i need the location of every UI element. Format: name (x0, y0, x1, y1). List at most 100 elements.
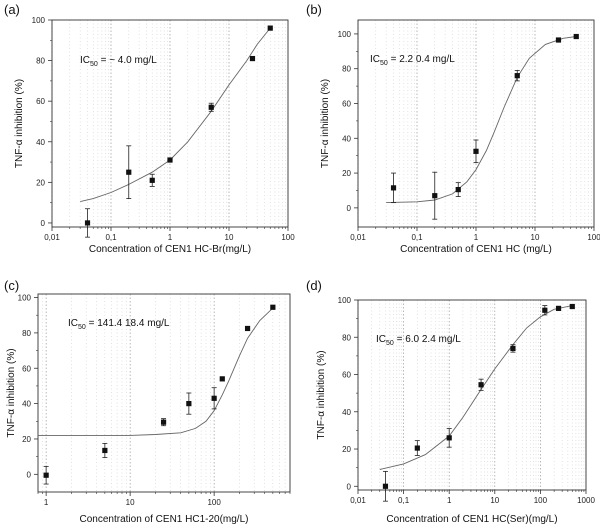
x-axis-label: Concentration of CEN1 HC-Br(mg/L) (89, 244, 251, 255)
ic50-annotation: IC50 = ~ 4.0 mg/L (80, 55, 157, 68)
ic50-subscript: 50 (380, 60, 388, 67)
x-tick-label: 0,1 (105, 233, 117, 242)
data-point (84, 220, 91, 226)
x-tick-label: 1 (44, 498, 49, 507)
y-tick-label: 40 (22, 400, 31, 409)
data-point (149, 177, 155, 183)
minor-grid (357, 300, 585, 490)
y-tick-label: 80 (342, 333, 351, 342)
ic50-annotation: IC50 = 141.4 18.4 mg/L (68, 318, 170, 331)
chart-panel-1: 0,01 0,1 1 10 100 0 20 40 60 80 100 IC50 = ~ 4.0 mg… (4, 2, 295, 255)
x-tick-label: 100 (207, 498, 221, 507)
ic50-value: = 141.4 18.4 mg/L (86, 318, 170, 329)
data-point (390, 185, 397, 191)
data-point (270, 304, 276, 310)
data-point (382, 483, 389, 489)
y-axis-label: TNF-α inhibition (%) (6, 348, 17, 437)
data-point (267, 25, 273, 31)
x-tick-label: 10 (225, 233, 234, 242)
y-tick-label: 80 (22, 329, 31, 338)
panel-label: (d) (306, 278, 322, 293)
x-tick-label: 100 (587, 233, 600, 242)
y-tick-label: 80 (36, 57, 45, 66)
x-tick-label: 100 (281, 233, 295, 242)
data-point (208, 104, 214, 110)
data-point (573, 33, 579, 40)
data-point (473, 148, 479, 154)
x-tick-label: 10 (531, 233, 540, 242)
data-point (102, 447, 108, 454)
y-axis-label: TNF-α inhibition (%) (316, 350, 327, 439)
y-tick-label: 80 (342, 65, 351, 74)
y-tick-label: 100 (18, 294, 32, 303)
data-point (211, 395, 217, 401)
panel-label: (b) (306, 2, 322, 17)
panel-label: (a) (4, 2, 20, 17)
data-point (167, 157, 173, 163)
data-point (43, 472, 49, 478)
ic50-annotation: IC50 = 2.2 0.4 mg/L (370, 54, 455, 67)
ic50-subscript: 50 (78, 324, 86, 331)
y-tick-label: 60 (36, 97, 45, 106)
x-tick-label: 1 (447, 496, 452, 505)
chart-panel-4: 0,01 0,1 1 10 100 1000 0 20 40 60 80 100 IC50 = 6.0 … (306, 278, 595, 525)
x-axis-label: Concentration of CEN1 HC (mg/L) (400, 244, 552, 255)
fit-curve (379, 305, 573, 470)
data-point (514, 73, 520, 79)
y-tick-label: 20 (342, 169, 351, 178)
x-tick-label: 0,1 (411, 233, 423, 242)
y-tick-label: 20 (36, 178, 45, 187)
ic50-prefix: IC (370, 54, 380, 65)
x-tick-label: 10 (490, 496, 499, 505)
y-tick-label: 0 (27, 470, 32, 479)
y-axis-label: TNF-α inhibition (%) (320, 79, 331, 168)
y-tick-label: 20 (22, 435, 31, 444)
data-point (478, 382, 484, 388)
x-tick-label: 0,01 (350, 496, 366, 505)
plot-frame (37, 293, 291, 493)
data-point (186, 401, 192, 407)
chart-panel-2: 0,01 0,1 1 10 100 0 20 40 60 80 100 IC50 = 2.2 0.4 … (306, 2, 600, 255)
ic50-annotation: IC50 = 6.0 2.4 mg/L (376, 334, 461, 347)
y-tick-label: 40 (342, 408, 351, 417)
y-tick-label: 100 (338, 30, 352, 39)
data-point (446, 435, 452, 441)
data-point (126, 169, 132, 175)
chart-panel-3: 1 10 100 0 20 40 60 80 100 IC50 = 141.4 18.4 mg/L… (4, 278, 291, 525)
y-tick-label: 40 (342, 134, 351, 143)
ic50-prefix: IC (68, 318, 78, 329)
data-point (249, 55, 256, 62)
x-tick-label: 1 (474, 233, 479, 242)
data-point (555, 305, 562, 311)
fit-curve (80, 27, 271, 203)
fit-curve (38, 307, 274, 436)
y-tick-label: 40 (36, 138, 45, 147)
data-point (510, 345, 516, 352)
x-tick-label: 0,01 (350, 233, 366, 242)
minor-grid (51, 20, 286, 227)
data-point (244, 325, 251, 332)
y-tick-label: 0 (347, 482, 352, 491)
minor-grid (357, 20, 592, 227)
y-tick-label: 20 (342, 445, 351, 454)
data-point (455, 187, 461, 193)
data-point (542, 307, 548, 313)
x-tick-label: 1 (168, 233, 173, 242)
ic50-prefix: IC (376, 334, 386, 345)
y-tick-label: 60 (342, 371, 351, 380)
ic50-value: = 6.0 2.4 mg/L (394, 334, 461, 345)
x-tick-label: 0,01 (44, 233, 60, 242)
y-tick-label: 0 (347, 204, 352, 213)
data-point (569, 303, 575, 310)
data-point (414, 445, 420, 451)
data-point (432, 193, 438, 199)
y-tick-label: 100 (32, 16, 46, 25)
data-point (160, 419, 167, 425)
fit-curve (386, 36, 577, 204)
y-axis-label: TNF-α inhibition (%) (14, 79, 25, 168)
data-point (555, 37, 562, 43)
y-tick-label: 60 (342, 99, 351, 108)
ic50-prefix: IC (80, 55, 90, 66)
plot-frame (357, 299, 587, 491)
